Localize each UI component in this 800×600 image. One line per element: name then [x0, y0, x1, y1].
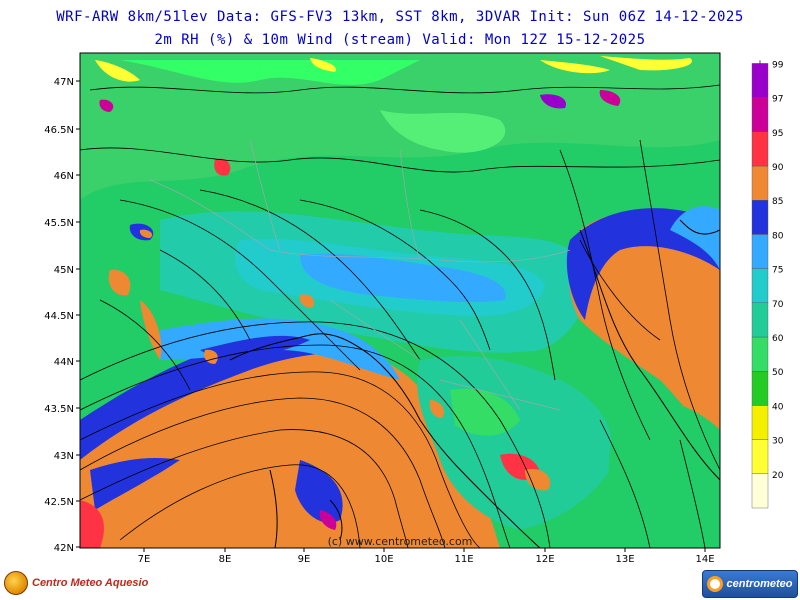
header-model-line: WRF-ARW 8km/51lev Data: GFS-FV3 13km, SS…: [56, 9, 744, 25]
centro-meteo-aquesio-logo: Centro Meteo Aquesio: [4, 570, 148, 596]
colorbar-label: 95: [772, 129, 783, 139]
colorbar-swatch: [751, 405, 769, 440]
colorbar: 20 30 40 50 60 70 75 80 85 90 95 97 99: [751, 59, 784, 509]
lat-label: 42.5N: [44, 497, 74, 508]
colorbar-label: 50: [772, 368, 784, 378]
lon-label: 11E: [454, 554, 473, 565]
colorbar-label: 99: [772, 60, 784, 70]
lat-axis: 47N 46.5N 46N 45.5N 45N 44.5N 44N 43.5N …: [44, 77, 80, 554]
colorbar-label: 60: [772, 334, 784, 344]
lat-label: 44N: [54, 357, 74, 368]
colorbar-swatch: [751, 302, 769, 338]
lon-label: 10E: [374, 554, 393, 565]
map-frame: [79, 52, 721, 549]
colorbar-swatch: [751, 131, 769, 167]
copyright-credit: (c) www.centrometeo.com: [328, 535, 473, 548]
colorbar-swatch: [751, 371, 769, 406]
colorbar-swatch: [751, 336, 769, 372]
lon-label: 9E: [298, 554, 311, 565]
lat-label: 47N: [54, 77, 74, 88]
lon-label: 13E: [615, 554, 634, 565]
lat-label: 45N: [54, 265, 74, 276]
header-field-line: 2m RH (%) & 10m Wind (stream) Valid: Mon…: [154, 32, 646, 48]
lat-label: 43N: [54, 451, 74, 462]
colorbar-swatch: [751, 63, 769, 98]
lat-label: 44.5N: [44, 311, 74, 322]
colorbar-swatch: [751, 199, 769, 235]
centrometeo-logo: centrometeo: [702, 570, 798, 598]
lon-label: 12E: [535, 554, 554, 565]
lon-label: 8E: [219, 554, 232, 565]
colorbar-swatch: [751, 439, 769, 475]
logo-badge-icon: [4, 571, 28, 595]
colorbar-label: 40: [772, 402, 784, 412]
colorbar-swatch: [751, 97, 769, 132]
lat-label: 42N: [54, 543, 74, 554]
colorbar-label: 85: [772, 197, 783, 207]
logo-ring-icon: [707, 576, 724, 592]
colorbar-label: 20: [772, 471, 784, 481]
lat-label: 45.5N: [44, 218, 74, 229]
wind-streamlines: [80, 84, 720, 548]
colorbar-label: 75: [772, 266, 783, 276]
colorbar-swatch: [751, 473, 769, 509]
colorbar-label: 70: [772, 300, 784, 310]
coastlines: [229, 219, 720, 548]
lon-label: 7E: [138, 554, 151, 565]
colorbar-swatch: [751, 268, 769, 304]
colorbar-label: 80: [772, 231, 784, 241]
rh-field: [80, 53, 720, 548]
colorbar-swatch: [751, 234, 769, 269]
lat-label: 46.5N: [44, 125, 74, 136]
admin-borders: [149, 139, 571, 411]
logo-right-text: centrometeo: [726, 578, 793, 590]
lat-label: 46N: [54, 171, 74, 182]
lat-label: 43.5N: [44, 404, 74, 415]
colorbar-label: 97: [772, 95, 783, 105]
logo-left-text: Centro Meteo Aquesio: [32, 577, 149, 589]
colorbar-label: 30: [772, 437, 784, 447]
lon-axis: 7E 8E 9E 10E 11E 12E 13E 14E: [138, 548, 715, 565]
lon-label: 14E: [695, 554, 714, 565]
colorbar-label: 90: [772, 163, 784, 173]
colorbar-swatch: [751, 165, 769, 201]
